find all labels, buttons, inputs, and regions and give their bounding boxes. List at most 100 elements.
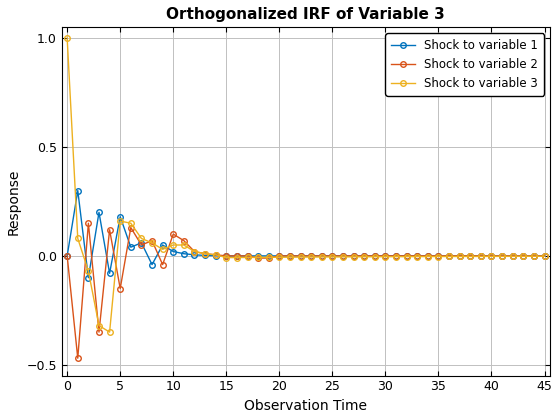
Shock to variable 2	[138, 242, 145, 247]
X-axis label: Observation Time: Observation Time	[244, 399, 367, 413]
Shock to variable 2	[339, 253, 346, 258]
Shock to variable 1	[414, 253, 421, 258]
Shock to variable 1	[138, 240, 145, 245]
Shock to variable 2	[403, 253, 410, 258]
Shock to variable 2	[212, 252, 219, 257]
Shock to variable 2	[255, 255, 262, 260]
Shock to variable 3	[170, 242, 176, 247]
Shock to variable 2	[148, 238, 155, 243]
Shock to variable 3	[361, 254, 367, 259]
Shock to variable 1	[244, 253, 251, 258]
Shock to variable 3	[276, 255, 283, 260]
Shock to variable 3	[202, 251, 208, 256]
Shock to variable 3	[339, 255, 346, 260]
Shock to variable 2	[159, 262, 166, 267]
Shock to variable 2	[435, 253, 442, 258]
Shock to variable 1	[499, 253, 506, 258]
Shock to variable 3	[435, 254, 442, 259]
Shock to variable 1	[456, 253, 463, 258]
Shock to variable 1	[467, 253, 474, 258]
Shock to variable 1	[478, 253, 484, 258]
Shock to variable 1	[329, 253, 336, 258]
Shock to variable 1	[510, 253, 516, 258]
Shock to variable 2	[510, 253, 516, 258]
Shock to variable 2	[499, 253, 506, 258]
Shock to variable 3	[234, 255, 240, 260]
Line: Shock to variable 2: Shock to variable 2	[64, 220, 547, 361]
Shock to variable 3	[255, 255, 262, 260]
Shock to variable 1	[117, 214, 124, 219]
Shock to variable 2	[308, 253, 315, 258]
Shock to variable 3	[350, 255, 357, 260]
Shock to variable 3	[96, 323, 102, 328]
Shock to variable 1	[96, 210, 102, 215]
Shock to variable 1	[170, 249, 176, 254]
Shock to variable 1	[488, 253, 495, 258]
Shock to variable 2	[520, 253, 526, 258]
Shock to variable 1	[393, 253, 399, 258]
Shock to variable 3	[85, 269, 92, 274]
Shock to variable 2	[180, 238, 187, 243]
Shock to variable 2	[170, 231, 176, 236]
Shock to variable 2	[287, 253, 293, 258]
Shock to variable 2	[371, 253, 378, 258]
Shock to variable 1	[64, 253, 71, 258]
Shock to variable 1	[202, 253, 208, 258]
Shock to variable 3	[106, 330, 113, 335]
Shock to variable 3	[148, 240, 155, 245]
Shock to variable 3	[520, 254, 526, 259]
Shock to variable 1	[106, 271, 113, 276]
Shock to variable 1	[541, 253, 548, 258]
Legend: Shock to variable 1, Shock to variable 2, Shock to variable 3: Shock to variable 1, Shock to variable 2…	[385, 33, 544, 96]
Shock to variable 1	[223, 253, 230, 258]
Shock to variable 2	[191, 249, 198, 254]
Shock to variable 2	[319, 253, 325, 258]
Shock to variable 2	[74, 356, 81, 361]
Shock to variable 1	[74, 188, 81, 193]
Shock to variable 2	[223, 253, 230, 258]
Shock to variable 2	[329, 253, 336, 258]
Shock to variable 3	[159, 247, 166, 252]
Shock to variable 3	[446, 254, 452, 259]
Shock to variable 3	[319, 255, 325, 260]
Shock to variable 2	[244, 253, 251, 258]
Line: Shock to variable 3: Shock to variable 3	[64, 35, 547, 335]
Shock to variable 3	[128, 221, 134, 226]
Shock to variable 2	[382, 253, 389, 258]
Shock to variable 1	[382, 253, 389, 258]
Shock to variable 3	[488, 254, 495, 259]
Shock to variable 2	[467, 253, 474, 258]
Shock to variable 2	[541, 253, 548, 258]
Shock to variable 3	[403, 254, 410, 259]
Shock to variable 3	[191, 249, 198, 254]
Y-axis label: Response: Response	[7, 168, 21, 235]
Shock to variable 3	[223, 255, 230, 260]
Shock to variable 2	[234, 253, 240, 258]
Shock to variable 2	[424, 253, 431, 258]
Shock to variable 3	[456, 254, 463, 259]
Title: Orthogonalized IRF of Variable 3: Orthogonalized IRF of Variable 3	[166, 7, 445, 22]
Shock to variable 2	[297, 253, 304, 258]
Shock to variable 2	[488, 253, 495, 258]
Shock to variable 1	[361, 253, 367, 258]
Shock to variable 1	[212, 253, 219, 258]
Shock to variable 1	[265, 253, 272, 258]
Shock to variable 1	[424, 253, 431, 258]
Shock to variable 3	[510, 254, 516, 259]
Shock to variable 2	[530, 253, 537, 258]
Shock to variable 2	[265, 255, 272, 260]
Shock to variable 3	[244, 255, 251, 260]
Shock to variable 2	[393, 253, 399, 258]
Shock to variable 3	[382, 254, 389, 259]
Shock to variable 1	[520, 253, 526, 258]
Shock to variable 2	[117, 286, 124, 291]
Shock to variable 3	[138, 236, 145, 241]
Shock to variable 1	[371, 253, 378, 258]
Shock to variable 1	[339, 253, 346, 258]
Shock to variable 1	[180, 251, 187, 256]
Shock to variable 1	[530, 253, 537, 258]
Shock to variable 1	[287, 253, 293, 258]
Shock to variable 1	[234, 253, 240, 258]
Shock to variable 3	[287, 255, 293, 260]
Shock to variable 3	[308, 255, 315, 260]
